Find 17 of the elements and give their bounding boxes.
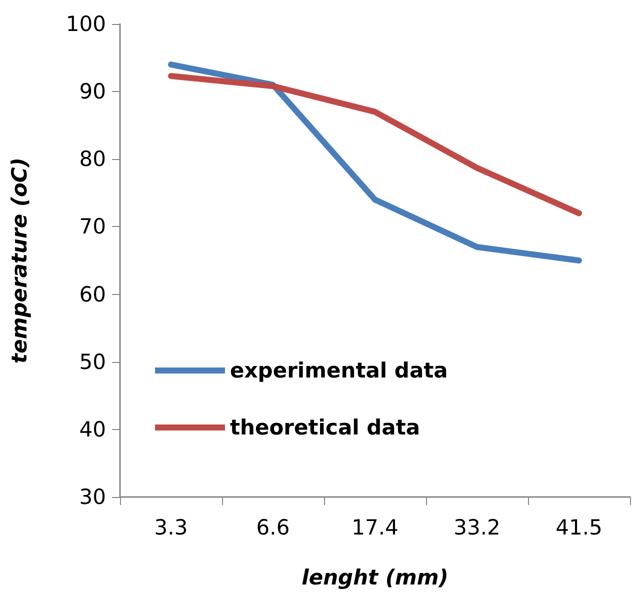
x-tick-label: 6.6	[256, 516, 290, 540]
y-tick-label: 90	[79, 80, 106, 104]
x-tick-label: 17.4	[352, 516, 398, 540]
y-tick-label: 30	[79, 485, 106, 509]
legend-label: experimental data	[230, 358, 448, 382]
y-tick-label: 80	[79, 147, 106, 172]
x-tick-label: 33.2	[454, 516, 500, 540]
y-tick-label: 100	[66, 12, 106, 36]
y-axis-title: temperature (oC)	[8, 158, 32, 364]
y-tick-label: 70	[79, 214, 106, 239]
y-tick-label: 40	[79, 417, 106, 442]
x-tick-label: 41.5	[556, 516, 602, 540]
legend-label: theoretical data	[230, 416, 420, 440]
y-tick-label: 60	[79, 282, 106, 306]
x-axis-title: lenght (mm)	[302, 566, 448, 590]
y-tick-label: 50	[79, 350, 106, 374]
x-tick-label: 3.3	[154, 516, 188, 540]
